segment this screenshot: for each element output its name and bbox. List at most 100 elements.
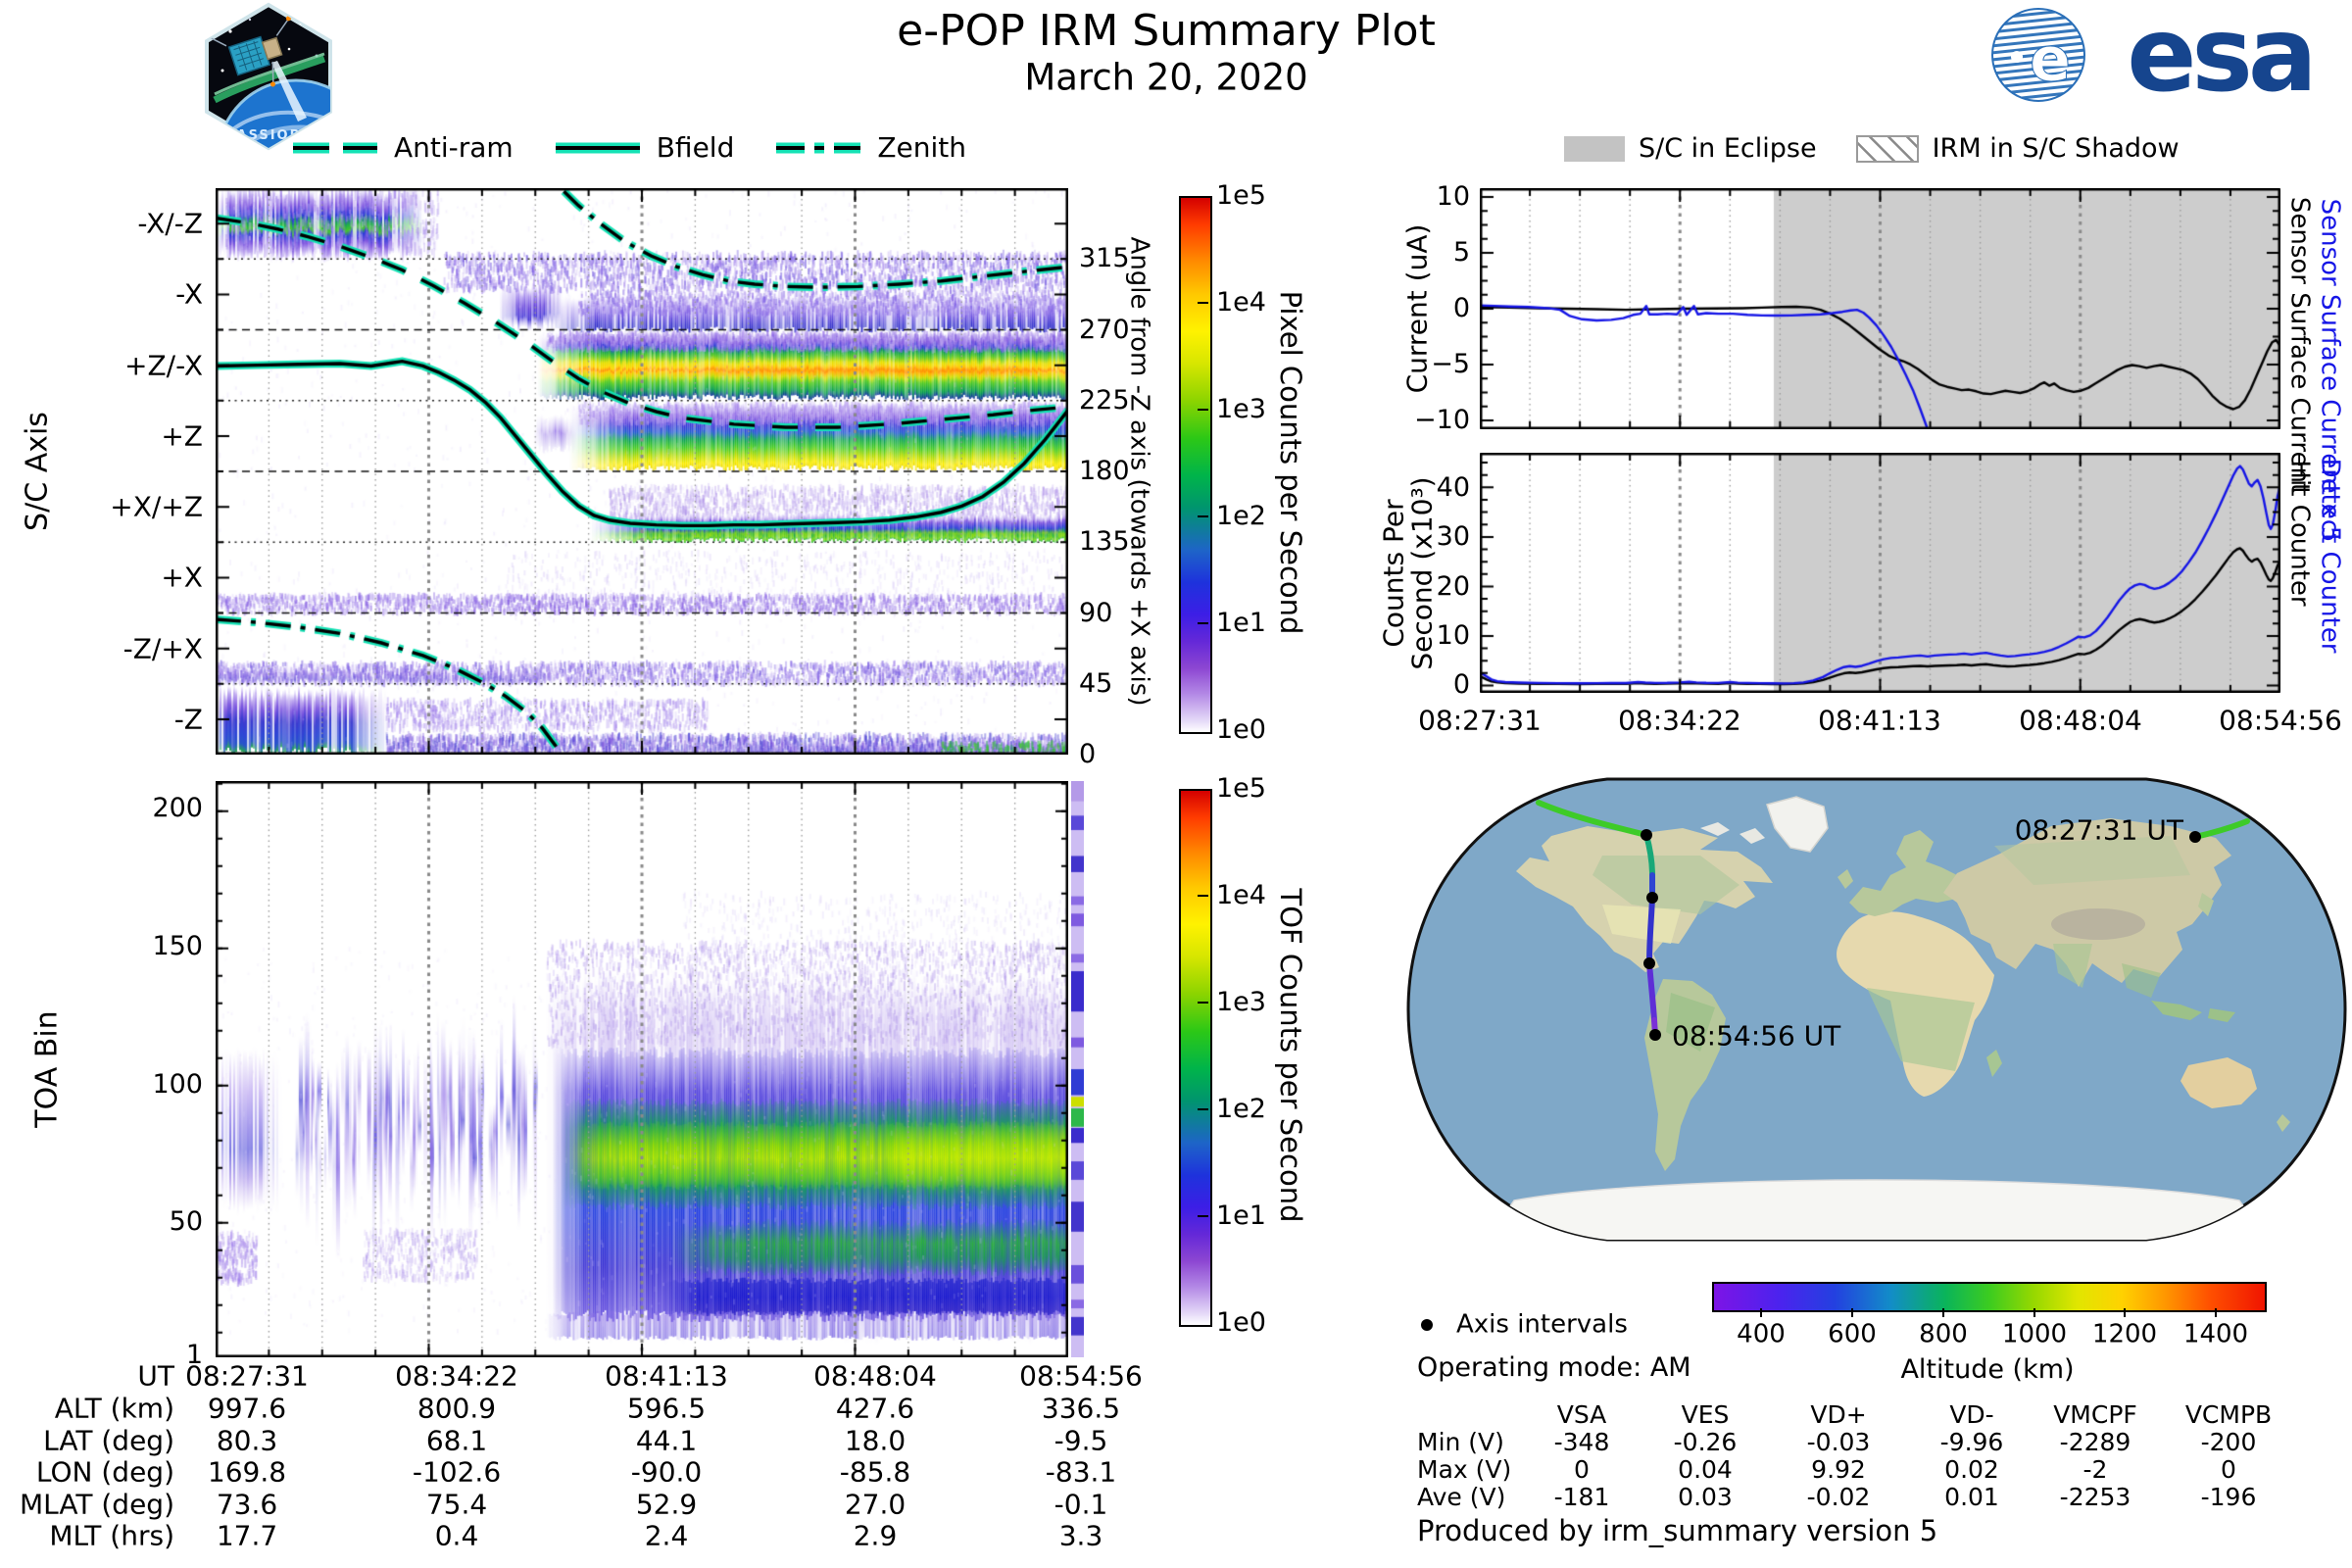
tof-counts-colorbar bbox=[1179, 789, 1212, 1327]
sc-axis-band-label: +X/+Z bbox=[110, 490, 203, 523]
pixel-colorbar-tick-label: 1e4 bbox=[1216, 286, 1266, 318]
counts-ytick-label: 40 bbox=[1436, 471, 1470, 503]
eclipse-swatch-icon bbox=[1564, 135, 1625, 162]
current-ylabel: Current (uA) bbox=[1400, 223, 1434, 394]
volt-row-label: Min (V) bbox=[1417, 1427, 1504, 1456]
axis-intervals-label: Axis intervals bbox=[1456, 1309, 1628, 1340]
angle-tick-label: 315 bbox=[1079, 242, 1130, 273]
altitude-tick-label: 800 bbox=[1919, 1319, 1968, 1349]
current-ytick-label: 5 bbox=[1452, 236, 1470, 268]
track-start-label: 08:27:31 UT bbox=[2014, 813, 2183, 847]
pixel-colorbar-tick-label: 1e0 bbox=[1216, 713, 1266, 745]
time-xtick-label: 08:54:56 bbox=[2219, 704, 2342, 737]
toa-tick-label: 150 bbox=[152, 930, 203, 961]
altitude-tick-mark bbox=[1851, 1308, 1853, 1317]
ephem-value: 17.7 bbox=[216, 1519, 278, 1552]
ground-track-segment bbox=[1646, 895, 1655, 966]
ephem-value: 44.1 bbox=[635, 1424, 698, 1457]
ephem-value: -0.1 bbox=[1054, 1488, 1108, 1521]
legend-label-shadow: IRM in S/C Shadow bbox=[1932, 133, 2180, 164]
volt-value: 0.01 bbox=[1944, 1482, 1999, 1511]
pixel-colorbar-tick-label: 1e2 bbox=[1216, 500, 1266, 531]
angle-tick-label: 135 bbox=[1079, 525, 1130, 557]
counts-inner-series-label: Hit Counter bbox=[2284, 460, 2315, 607]
eclipse-legend: S/C in Eclipse IRM in S/C Shadow bbox=[1564, 133, 2219, 164]
volt-row-label: Max (V) bbox=[1417, 1454, 1512, 1484]
ephem-value: 73.6 bbox=[216, 1488, 278, 1521]
axis-interval-dot bbox=[1643, 957, 1655, 969]
tof-colorbar-tick-label: 1e0 bbox=[1216, 1306, 1266, 1338]
current-ytick-label: 10 bbox=[1436, 180, 1470, 212]
ground-track bbox=[1536, 800, 2250, 1041]
legend-label-antiram: Anti-ram bbox=[394, 131, 514, 164]
footer-version-label: Produced by irm_summary version 5 bbox=[1417, 1513, 1938, 1547]
axis-interval-dot bbox=[2189, 831, 2201, 843]
volt-value: -196 bbox=[2200, 1482, 2257, 1511]
volt-value: 0 bbox=[2221, 1454, 2236, 1484]
volt-col-header: VSA bbox=[1556, 1399, 1607, 1429]
spec2-ylabel: TOA Bin bbox=[29, 1010, 65, 1128]
ephem-value: 2.4 bbox=[644, 1519, 689, 1552]
legend-item-shadow: IRM in S/C Shadow bbox=[1855, 133, 2180, 164]
colorbar-tick-mark bbox=[1198, 409, 1208, 411]
time-xtick-label: 08:34:22 bbox=[1618, 704, 1741, 737]
ephem-row-label: ALT (km) bbox=[54, 1392, 174, 1425]
volt-value: -2253 bbox=[2059, 1482, 2132, 1511]
track-end-label: 08:54:56 UT bbox=[1672, 1019, 1841, 1053]
legend-item-bfield: Bfield bbox=[553, 131, 735, 164]
curve-legend: Anti-ram Bfield Zenith bbox=[290, 131, 1005, 164]
patch-earth bbox=[218, 80, 330, 148]
ephem-value: -83.1 bbox=[1045, 1455, 1117, 1489]
angle-tick-label: 225 bbox=[1079, 384, 1130, 416]
current-ytick-label: 0 bbox=[1452, 292, 1470, 323]
toa-tick-label: 200 bbox=[152, 792, 203, 823]
volt-value: -200 bbox=[2200, 1427, 2257, 1456]
angle-tick-label: 270 bbox=[1079, 314, 1130, 345]
volt-value: -0.02 bbox=[1806, 1482, 1871, 1511]
esa-wordmark: esa bbox=[2127, 6, 2313, 104]
volt-value: -0.03 bbox=[1806, 1427, 1871, 1456]
ground-track-segment bbox=[1536, 800, 1649, 838]
ephem-value: 800.9 bbox=[416, 1392, 497, 1425]
legend-item-eclipse: S/C in Eclipse bbox=[1564, 133, 1817, 164]
current-ytick-label: −10 bbox=[1414, 404, 1470, 435]
ephem-value: 08:48:04 bbox=[813, 1359, 937, 1393]
legend-label-bfield: Bfield bbox=[656, 131, 735, 164]
time-xtick-label: 08:41:13 bbox=[1818, 704, 1941, 737]
legend-item-antiram: Anti-ram bbox=[290, 131, 514, 164]
ephem-value: -85.8 bbox=[839, 1455, 911, 1489]
page-date: March 20, 2020 bbox=[1024, 56, 1308, 99]
ephem-value: 80.3 bbox=[216, 1424, 278, 1457]
sc-axis-band-label: +Z/-X bbox=[124, 349, 203, 382]
ephem-row-label: LON (deg) bbox=[35, 1455, 174, 1489]
volt-col-header: VD- bbox=[1949, 1399, 1994, 1429]
ephem-value: 18.0 bbox=[844, 1424, 906, 1457]
ephem-value: 3.3 bbox=[1058, 1519, 1103, 1552]
altitude-tick-label: 400 bbox=[1737, 1319, 1786, 1349]
ephem-value: 427.6 bbox=[835, 1392, 915, 1425]
shadow-hatch-swatch-icon bbox=[1855, 134, 1919, 163]
altitude-tick-mark bbox=[2124, 1308, 2126, 1317]
altitude-tick-label: 1400 bbox=[2182, 1319, 2249, 1349]
current-inner-series-label: Sensor Surface Current bbox=[2284, 196, 2315, 494]
colorbar-tick-mark bbox=[1198, 1002, 1208, 1004]
counts-plot-canvas bbox=[1480, 453, 2280, 693]
tof-colorbar-tick-label: 1e2 bbox=[1216, 1093, 1266, 1124]
volt-col-header: VMCPF bbox=[2053, 1399, 2137, 1429]
altitude-tick-label: 1200 bbox=[2091, 1319, 2158, 1349]
spec2-colorbar-label: TOF Counts per Second bbox=[1274, 888, 1308, 1223]
tof-colorbar-tick-label: 1e3 bbox=[1216, 986, 1266, 1017]
pixel-colorbar-tick-label: 1e5 bbox=[1216, 179, 1266, 211]
bfield-line-icon bbox=[555, 142, 640, 153]
colorbar-tick-mark bbox=[1198, 302, 1208, 304]
ephem-row-label: LAT (deg) bbox=[43, 1424, 174, 1457]
sc-axis-band-label: -Z/+X bbox=[122, 632, 203, 665]
counts-outer-series-label: Detect Counter bbox=[2315, 458, 2345, 654]
world-map bbox=[1406, 777, 2347, 1242]
volt-value: 0 bbox=[1574, 1454, 1590, 1484]
cassiope-mission-patch: CASSIOPE bbox=[205, 2, 332, 151]
tof-colorbar-tick-label: 1e5 bbox=[1216, 772, 1266, 804]
ephem-row-label: UT bbox=[137, 1359, 174, 1393]
ephem-value: 27.0 bbox=[844, 1488, 906, 1521]
volt-value: -2289 bbox=[2059, 1427, 2132, 1456]
